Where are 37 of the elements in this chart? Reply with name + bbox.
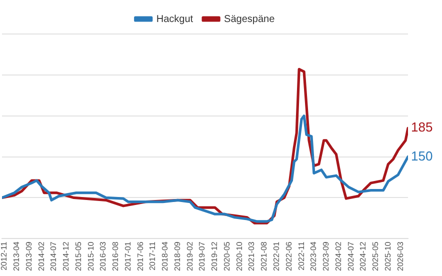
x-tick-label: 2025-05 — [371, 241, 380, 271]
x-tick-label: 2018-09 — [172, 241, 182, 271]
x-tick-label: 2023-09 — [322, 241, 331, 271]
x-tick-label: 2017-11 — [148, 241, 158, 270]
x-tick-label: 2019-02 — [185, 241, 194, 271]
x-tick-label: 2022-11 — [296, 241, 306, 270]
x-tick-label: 2014-02 — [36, 241, 46, 271]
x-tick-label: 2024-02 — [334, 241, 343, 271]
x-tick-label: 2013-04 — [12, 241, 22, 271]
x-tick-label: 2025-10 — [383, 241, 392, 271]
x-tick-label: 2015-10 — [86, 241, 96, 271]
x-tick-label: 2022-06 — [284, 241, 294, 271]
x-tick-label: 2016-03 — [98, 241, 108, 271]
x-tick-label: 2020-05 — [222, 241, 232, 271]
x-tick-label: 2014-07 — [49, 241, 58, 271]
x-tick-label: 2024-12 — [358, 241, 368, 271]
x-tick-label: 2021-03 — [247, 241, 256, 271]
x-tick-label: 2024-07 — [346, 241, 356, 271]
legend-label: Sägespäne — [224, 14, 276, 25]
x-tick-label: 2016-08 — [111, 241, 120, 271]
x-tick-label: 2017-06 — [136, 241, 145, 271]
data-label: 150 — [411, 148, 433, 164]
x-tick-label: 2026-03 — [396, 241, 405, 271]
x-tick-label: 2017-01 — [123, 241, 132, 271]
x-tick-label: 2019-12 — [210, 241, 220, 271]
x-tick-label: 2014-12 — [62, 241, 71, 271]
x-tick-label: 2022-01 — [272, 241, 281, 271]
x-tick-label: 2020-10 — [234, 241, 244, 271]
x-tick-label: 2018-04 — [160, 241, 170, 271]
data-label: 185 — [411, 120, 433, 135]
x-tick-label: 2023-04 — [309, 241, 318, 271]
x-tick-label: 2012-11 — [0, 241, 9, 270]
x-tick-label: 2021-08 — [260, 241, 269, 271]
x-tick-label: 2015-05 — [74, 241, 83, 271]
x-tick-label: 2013-09 — [24, 241, 34, 271]
legend-label: Hackgut — [156, 14, 194, 25]
x-tick-label: 2019-07 — [198, 241, 207, 271]
